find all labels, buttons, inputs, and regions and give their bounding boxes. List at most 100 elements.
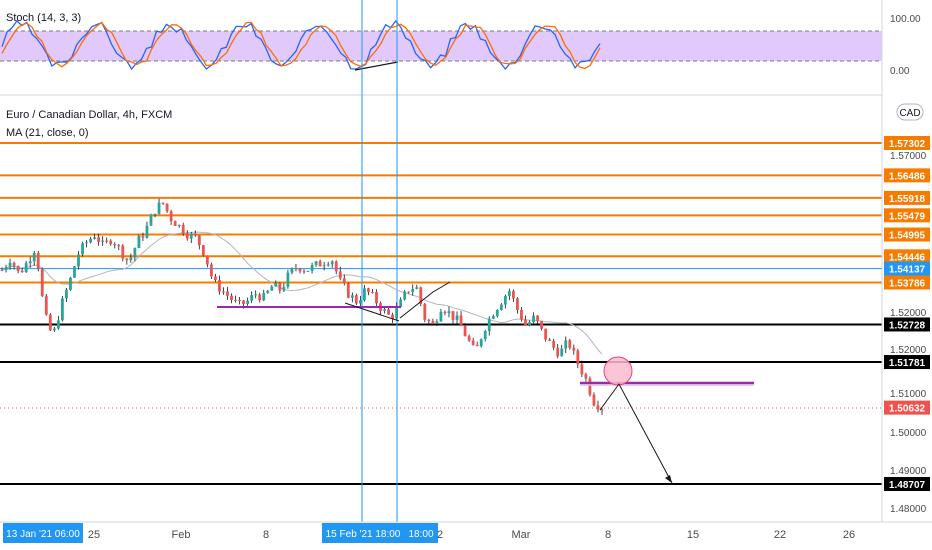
candle-body xyxy=(177,224,181,226)
currency-badge[interactable] xyxy=(896,103,924,121)
candle-body xyxy=(193,233,197,236)
stoch-d-line xyxy=(1,21,601,70)
candle-body xyxy=(133,248,137,258)
candle-body xyxy=(105,240,109,242)
candle-body xyxy=(520,309,523,320)
candle-body xyxy=(371,291,374,293)
time-tick-22: 22 xyxy=(774,529,786,541)
price-tick-4: 1.51000 xyxy=(890,389,927,400)
price-label-text: 1.55479 xyxy=(889,211,926,222)
candle-body xyxy=(342,278,346,284)
candle-body xyxy=(52,328,56,331)
candle-body xyxy=(157,202,161,214)
candle-body xyxy=(463,326,467,337)
time-axis[interactable]: 25 Feb 8 2 Mar 8 15 22 26 13 Jan '21 06:… xyxy=(0,521,932,550)
price-label-text: 1.56486 xyxy=(889,171,926,182)
time-tick-mar: Mar xyxy=(512,529,531,541)
candle-body xyxy=(552,340,556,348)
candle-body xyxy=(584,374,588,379)
candle-body xyxy=(435,321,439,324)
candle-body xyxy=(483,331,487,340)
price-tick-2: 1.52000 xyxy=(890,308,927,319)
candle-body xyxy=(544,328,548,340)
candle-body xyxy=(32,252,36,262)
price-tick-6: 1.49000 xyxy=(890,466,927,477)
candle-body xyxy=(576,350,580,365)
candle-body xyxy=(491,316,495,319)
candle-body xyxy=(363,288,366,301)
stoch-tick-100: 100.00 xyxy=(890,14,921,25)
price-axis[interactable]: 100.00 0.00 1.57000 1.52000 1.52000 1.51… xyxy=(881,0,932,522)
price-label-text: 1.51781 xyxy=(889,358,926,369)
candle-body xyxy=(415,287,419,289)
candle-body xyxy=(209,264,213,277)
candle-body xyxy=(564,340,568,349)
candle-body xyxy=(85,242,88,244)
candle-body xyxy=(314,261,318,265)
time-badge-mid2-label: 18:00 xyxy=(408,529,433,540)
candle-body xyxy=(532,315,535,323)
candle-body xyxy=(395,306,399,319)
candle-body xyxy=(431,321,435,324)
candle-body xyxy=(214,276,217,280)
ma-line xyxy=(1,231,603,355)
projection-path[interactable] xyxy=(599,383,673,484)
candle-body xyxy=(16,265,20,271)
candle-body xyxy=(596,405,600,410)
time-badge-mid2 xyxy=(404,523,438,543)
candle-body xyxy=(318,261,322,267)
candle-body xyxy=(65,289,68,299)
candle-body xyxy=(580,364,584,375)
candle-body xyxy=(121,245,125,259)
candle-body xyxy=(528,322,531,326)
candle-body xyxy=(467,336,471,341)
price-label-text: 1.57302 xyxy=(889,139,926,150)
price-label-bg xyxy=(884,249,930,264)
candle-body xyxy=(149,214,153,226)
candle-body xyxy=(507,291,511,296)
candle-body xyxy=(524,319,527,326)
trend-line-b[interactable] xyxy=(399,281,451,319)
candle-body xyxy=(129,257,133,260)
candle-body xyxy=(165,203,169,212)
candle-body xyxy=(487,318,491,332)
time-tick-feb: Feb xyxy=(172,529,191,541)
candle-body xyxy=(197,235,201,246)
time-badge-left-label: 13 Jan '21 06:00 xyxy=(6,529,80,540)
candle-body xyxy=(262,292,266,301)
candle-body xyxy=(322,265,326,267)
candle-body xyxy=(48,314,52,331)
candle-body xyxy=(266,290,270,293)
candle-body xyxy=(330,261,334,265)
candle-body xyxy=(73,266,76,278)
time-tick-8a: 8 xyxy=(263,529,269,541)
candle-body xyxy=(338,271,342,279)
price-label-text: 1.54446 xyxy=(889,252,926,263)
price-tick-1: 1.57000 xyxy=(890,151,927,162)
time-tick-15: 15 xyxy=(687,529,699,541)
candle-body xyxy=(387,309,390,315)
candle-body xyxy=(367,288,370,292)
candle-body xyxy=(334,261,338,272)
candle-body xyxy=(290,268,294,273)
candle-body xyxy=(270,286,274,291)
candle-body xyxy=(286,272,290,287)
candle-body xyxy=(4,266,8,271)
candle-body xyxy=(536,315,539,322)
candle-body xyxy=(407,291,411,293)
stoch-pane[interactable]: Stoch (14, 3, 3) xyxy=(0,12,882,71)
candle-body xyxy=(471,340,475,345)
candle-body xyxy=(173,221,177,226)
candle-body xyxy=(218,279,221,292)
candle-body xyxy=(516,298,519,310)
candle-body xyxy=(568,340,572,348)
price-labels: 1.57302 1.56486 1.55918 1.55479 1.54995 1.544… xyxy=(884,136,930,491)
trend-line-a[interactable] xyxy=(344,302,400,322)
pink-circle-marker[interactable] xyxy=(603,356,633,386)
candle-body xyxy=(44,296,48,315)
candle-body xyxy=(189,233,193,239)
candle-body xyxy=(306,270,310,272)
candle-body xyxy=(548,339,552,341)
candle-body xyxy=(600,409,604,411)
